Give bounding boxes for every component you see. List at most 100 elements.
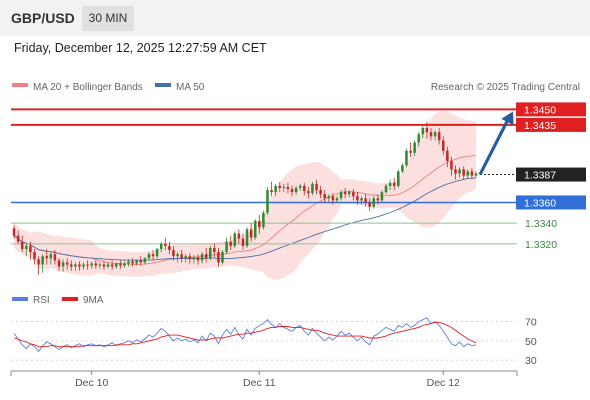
pivot-label: 1.3387 xyxy=(524,170,556,182)
candle-body xyxy=(331,196,335,201)
candle-body xyxy=(290,189,294,193)
candle-body xyxy=(258,221,261,228)
ma9-legend-label: 9MA xyxy=(83,295,104,306)
candle-body xyxy=(184,256,187,259)
candle-body xyxy=(164,243,167,246)
candle-body xyxy=(33,252,36,260)
resistance-label: 1.3450 xyxy=(524,104,556,116)
candle-body xyxy=(159,243,163,249)
candle-body xyxy=(437,132,441,141)
candle-body xyxy=(106,264,110,267)
candle-body xyxy=(327,196,331,199)
candle-body xyxy=(364,198,367,203)
candle-body xyxy=(303,185,306,192)
support-label: 1.3360 xyxy=(524,197,556,209)
credit-text: Research © 2025 Trading Central xyxy=(431,82,580,93)
candle-body xyxy=(266,190,269,213)
candle-body xyxy=(401,165,404,172)
candle-body xyxy=(57,260,61,267)
candle-body xyxy=(45,256,49,259)
candle-body xyxy=(180,254,183,259)
time-tick-label: Dec 12 xyxy=(427,377,460,389)
target-label: 1.3320 xyxy=(525,239,557,251)
candle-body xyxy=(274,185,277,193)
candle-body xyxy=(388,182,392,186)
candle-body xyxy=(347,192,351,195)
candle-body xyxy=(405,150,408,166)
candle-body xyxy=(172,250,175,257)
candle-body xyxy=(131,261,134,264)
timeframe-button[interactable]: 30 MIN xyxy=(82,6,134,31)
candle-body xyxy=(433,132,437,137)
candle-body xyxy=(286,186,290,190)
candle-body xyxy=(20,241,24,249)
candle-body xyxy=(233,233,237,246)
candle-body xyxy=(127,261,130,264)
candle-body xyxy=(294,187,298,193)
candle-body xyxy=(270,190,273,193)
candle-body xyxy=(229,241,232,246)
ma20-legend-swatch xyxy=(12,83,28,87)
candle-body xyxy=(237,233,241,239)
candle-body xyxy=(192,257,196,260)
candle-body xyxy=(441,140,445,151)
candle-body xyxy=(200,254,204,261)
candle-body xyxy=(278,185,282,188)
candle-body xyxy=(360,198,363,201)
resistance-label: 1.3435 xyxy=(524,120,556,132)
chart-datetime: Friday, December 12, 2025 12:27:59 AM CE… xyxy=(14,41,267,55)
candle-body xyxy=(458,169,461,174)
candle-body xyxy=(339,192,343,199)
pivot-tag xyxy=(516,167,586,182)
candle-body xyxy=(53,254,57,261)
candle-body xyxy=(176,254,179,257)
rsi-chart: 70 50 30 xyxy=(11,317,537,367)
rsi-tick-label: 50 xyxy=(525,336,537,348)
candle-body xyxy=(41,256,44,265)
candle-body xyxy=(376,198,380,201)
rsi-line xyxy=(13,317,477,353)
ma20-legend-label: MA 20 + Bollinger Bands xyxy=(33,82,143,93)
candle-body xyxy=(384,185,388,193)
candle-body xyxy=(74,264,77,267)
price-legend: MA 20 + Bollinger Bands MA 50 Research ©… xyxy=(12,82,580,93)
candle-body xyxy=(470,171,474,176)
candle-body xyxy=(319,190,322,195)
candle-body xyxy=(221,252,224,263)
time-tick-label: Dec 10 xyxy=(75,377,108,389)
time-tick-label: Dec 11 xyxy=(243,377,276,389)
candle-body xyxy=(90,263,93,266)
candle-body xyxy=(78,264,81,267)
candle-body xyxy=(421,128,425,135)
candle-body xyxy=(168,245,171,251)
candle-body xyxy=(61,262,65,267)
candle-body xyxy=(82,264,85,267)
candle-body xyxy=(298,185,302,188)
rsi-legend: RSI 9MA xyxy=(12,295,104,306)
candle-body xyxy=(147,254,151,259)
candle-body xyxy=(37,259,40,265)
candle-body xyxy=(204,254,208,259)
candle-body xyxy=(196,257,200,261)
ma50-legend-swatch xyxy=(155,83,171,87)
candle-body xyxy=(474,173,478,176)
target-label: 1.3340 xyxy=(525,218,557,230)
ma9-line xyxy=(13,322,477,348)
bollinger-band xyxy=(14,110,476,281)
rsi-legend-label: RSI xyxy=(33,295,50,306)
candle-body xyxy=(188,256,192,260)
candle-body xyxy=(323,194,326,199)
candle-body xyxy=(12,228,16,236)
candle-body xyxy=(307,191,310,194)
candle-body xyxy=(311,183,314,194)
candle-body xyxy=(155,248,159,257)
support-tag xyxy=(516,195,586,210)
candle-body xyxy=(262,212,265,228)
candle-body xyxy=(282,186,286,188)
candle-body xyxy=(86,264,89,266)
candle-body xyxy=(123,263,126,266)
top-bar: GBP/USD 30 MIN xyxy=(0,0,590,36)
candle-body xyxy=(462,169,465,176)
candle-body xyxy=(466,171,470,176)
candle-body xyxy=(343,192,347,195)
